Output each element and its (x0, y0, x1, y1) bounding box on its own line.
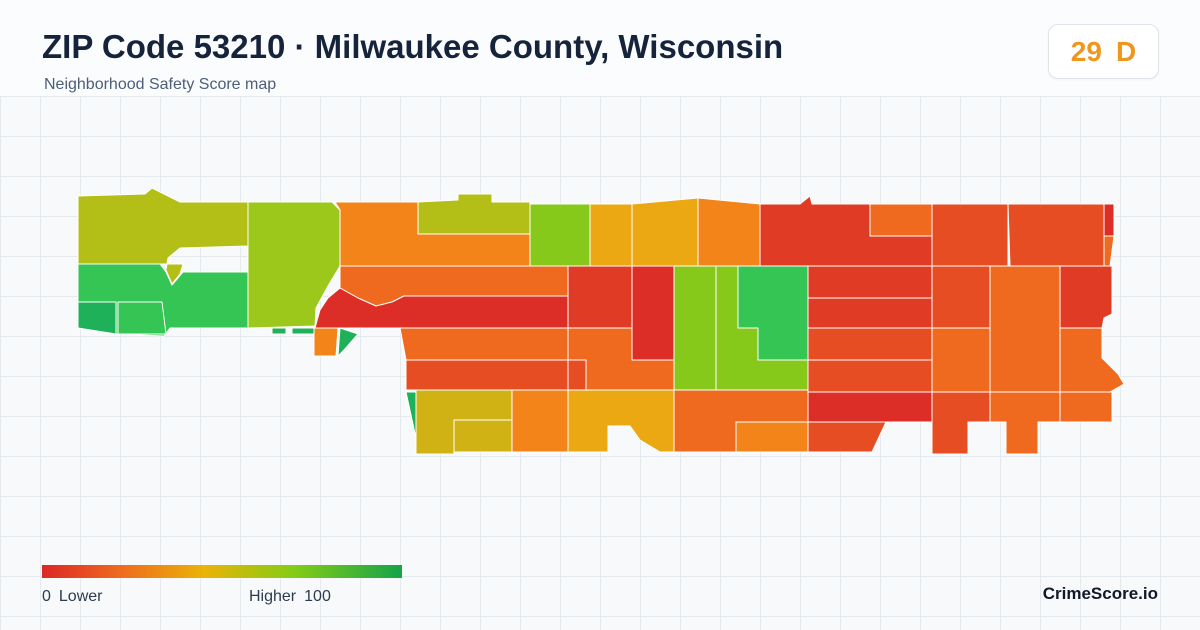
map-region[interactable] (1103, 235, 1115, 267)
map-region[interactable] (589, 203, 633, 267)
legend-high-value: 100 (304, 588, 331, 605)
legend-low-text: Lower (58, 588, 103, 605)
safety-score-grade: D (1115, 35, 1137, 67)
map-region[interactable] (337, 327, 359, 357)
map-region[interactable] (931, 327, 991, 393)
legend-low-value: 0 (42, 588, 51, 605)
map-region[interactable] (807, 327, 933, 361)
legend-low-label: 0 Lower (42, 588, 102, 606)
map-region[interactable] (735, 421, 809, 453)
map-region[interactable] (399, 327, 569, 361)
brand-logo-text[interactable]: CrimeScore.io (1042, 584, 1158, 603)
map-region[interactable] (271, 327, 315, 335)
page-subtitle: Neighborhood Safety Score map (44, 76, 277, 93)
map-region[interactable] (931, 391, 991, 455)
map-region[interactable] (453, 419, 513, 453)
map-region[interactable] (77, 187, 249, 285)
map-region[interactable] (673, 265, 717, 391)
map-region[interactable] (931, 265, 991, 329)
map-region[interactable] (807, 359, 933, 393)
map-region[interactable] (77, 301, 117, 335)
map-region[interactable] (405, 391, 417, 439)
map-region[interactable] (631, 265, 675, 361)
map-region[interactable] (1059, 327, 1125, 393)
map-region[interactable] (989, 391, 1061, 455)
legend-high-label: Higher 100 (249, 588, 331, 606)
map-region[interactable] (567, 265, 633, 329)
map-region[interactable] (247, 201, 341, 329)
legend-gradient-bar (42, 565, 402, 578)
map-region[interactable] (869, 203, 933, 237)
map-region[interactable] (807, 421, 887, 453)
map-region[interactable] (405, 359, 569, 391)
map-region[interactable] (1059, 265, 1113, 329)
map-region[interactable] (313, 327, 339, 357)
map-region[interactable] (1103, 203, 1115, 237)
map-region[interactable] (1059, 391, 1113, 423)
map-region[interactable] (807, 297, 933, 329)
map-region[interactable] (567, 359, 587, 391)
map-region[interactable] (117, 301, 167, 335)
map-region[interactable] (511, 389, 569, 453)
map-region[interactable] (631, 197, 699, 267)
safety-score-badge: 29 D (1048, 24, 1159, 79)
page-title: ZIP Code 53210 · Milwaukee County, Wisco… (42, 28, 784, 65)
map-region[interactable] (807, 391, 933, 423)
legend-high-text: Higher (249, 588, 297, 605)
map-region[interactable] (567, 389, 675, 453)
map-region[interactable] (931, 203, 1009, 267)
map-region[interactable] (807, 265, 933, 299)
map-region[interactable] (1007, 203, 1105, 267)
map-region[interactable] (989, 265, 1061, 393)
safety-score-value: 29 (1070, 35, 1102, 67)
map-region[interactable] (697, 197, 761, 267)
map-region[interactable] (417, 193, 531, 235)
map-region[interactable] (529, 203, 591, 267)
